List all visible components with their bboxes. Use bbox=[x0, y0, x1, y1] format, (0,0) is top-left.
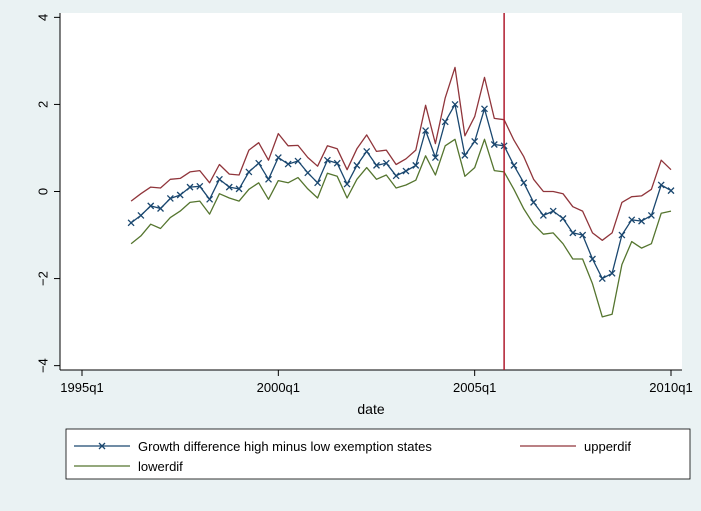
y-axis-ticks: −4 −2 0 2 4 bbox=[35, 14, 60, 373]
data-point-marker bbox=[343, 180, 351, 188]
data-point-marker bbox=[235, 185, 243, 193]
data-point-marker bbox=[520, 179, 528, 187]
plot-background bbox=[60, 13, 682, 370]
x-axis-label: date bbox=[357, 401, 384, 417]
data-point-marker bbox=[304, 169, 312, 177]
legend-item: upperdif bbox=[520, 439, 631, 454]
data-point-marker bbox=[422, 127, 430, 135]
data-point-marker bbox=[441, 118, 449, 126]
legend-label: upperdif bbox=[584, 439, 631, 454]
data-point-marker bbox=[245, 168, 253, 176]
data-point-marker bbox=[274, 154, 282, 162]
x-tick-label: 2010q1 bbox=[649, 380, 692, 395]
data-point-marker bbox=[353, 161, 361, 169]
y-tick-label: −2 bbox=[35, 271, 50, 286]
data-point-marker bbox=[579, 231, 587, 239]
data-point-marker bbox=[618, 231, 626, 239]
legend: Growth difference high minus low exempti… bbox=[65, 428, 691, 480]
data-point-marker bbox=[451, 100, 459, 108]
data-point-marker bbox=[559, 215, 567, 222]
legend-item: Growth difference high minus low exempti… bbox=[74, 439, 432, 454]
data-point-marker bbox=[392, 172, 400, 180]
data-point-marker bbox=[373, 161, 380, 169]
data-point-marker bbox=[157, 205, 164, 212]
data-point-marker bbox=[490, 141, 498, 148]
data-point-marker bbox=[539, 211, 547, 219]
data-point-marker bbox=[127, 219, 135, 227]
data-point-marker bbox=[196, 182, 204, 190]
legend-marker bbox=[98, 442, 106, 450]
data-point-marker bbox=[265, 175, 272, 183]
data-point-marker bbox=[294, 157, 302, 165]
data-point-marker bbox=[431, 154, 439, 162]
data-point-marker bbox=[608, 269, 616, 277]
legend-label: Growth difference high minus low exempti… bbox=[138, 439, 432, 454]
series-line-upperdif bbox=[130, 66, 672, 241]
data-point-marker bbox=[481, 105, 488, 113]
legend-label: lowerdif bbox=[138, 459, 183, 474]
data-point-marker bbox=[638, 217, 646, 225]
x-axis-ticks: 1995q1 2000q1 2005q1 2010q1 bbox=[60, 370, 693, 395]
series-line-lowerdif bbox=[130, 138, 672, 318]
data-point-marker bbox=[363, 147, 371, 155]
data-point-marker bbox=[186, 183, 194, 191]
y-tick-label: 4 bbox=[35, 14, 50, 21]
data-point-marker bbox=[569, 229, 577, 237]
data-point-marker bbox=[333, 159, 341, 167]
data-point-marker bbox=[255, 159, 263, 167]
data-point-marker bbox=[598, 275, 606, 283]
data-point-marker bbox=[530, 198, 538, 206]
x-tick-label: 1995q1 bbox=[60, 380, 103, 395]
data-point-marker bbox=[215, 175, 223, 183]
data-point-marker bbox=[284, 160, 292, 168]
x-tick-label: 2000q1 bbox=[257, 380, 300, 395]
y-tick-label: 2 bbox=[35, 101, 50, 108]
data-point-marker bbox=[628, 216, 636, 224]
data-point-marker bbox=[471, 137, 479, 145]
y-tick-label: −4 bbox=[35, 358, 50, 373]
data-point-marker bbox=[206, 195, 214, 203]
data-point-marker bbox=[382, 159, 390, 167]
data-point-marker bbox=[657, 181, 665, 189]
data-point-marker bbox=[314, 179, 322, 187]
data-point-marker bbox=[176, 191, 184, 199]
data-point-marker bbox=[461, 151, 469, 159]
x-tick-label: 2005q1 bbox=[453, 380, 496, 395]
data-point-marker bbox=[667, 187, 675, 195]
data-point-marker bbox=[589, 255, 596, 263]
y-tick-label: 0 bbox=[35, 188, 50, 195]
data-point-marker bbox=[412, 161, 420, 169]
data-point-marker bbox=[166, 195, 174, 202]
series-layer bbox=[127, 66, 675, 318]
data-point-marker bbox=[402, 167, 410, 175]
data-point-marker bbox=[510, 161, 518, 169]
data-point-marker bbox=[225, 183, 233, 191]
data-point-marker bbox=[647, 211, 655, 219]
data-point-marker bbox=[137, 211, 145, 219]
legend-box bbox=[65, 428, 691, 480]
legend-item: lowerdif bbox=[74, 459, 183, 474]
data-point-marker bbox=[147, 202, 155, 210]
data-point-marker bbox=[323, 156, 331, 164]
data-point-marker bbox=[549, 207, 557, 215]
